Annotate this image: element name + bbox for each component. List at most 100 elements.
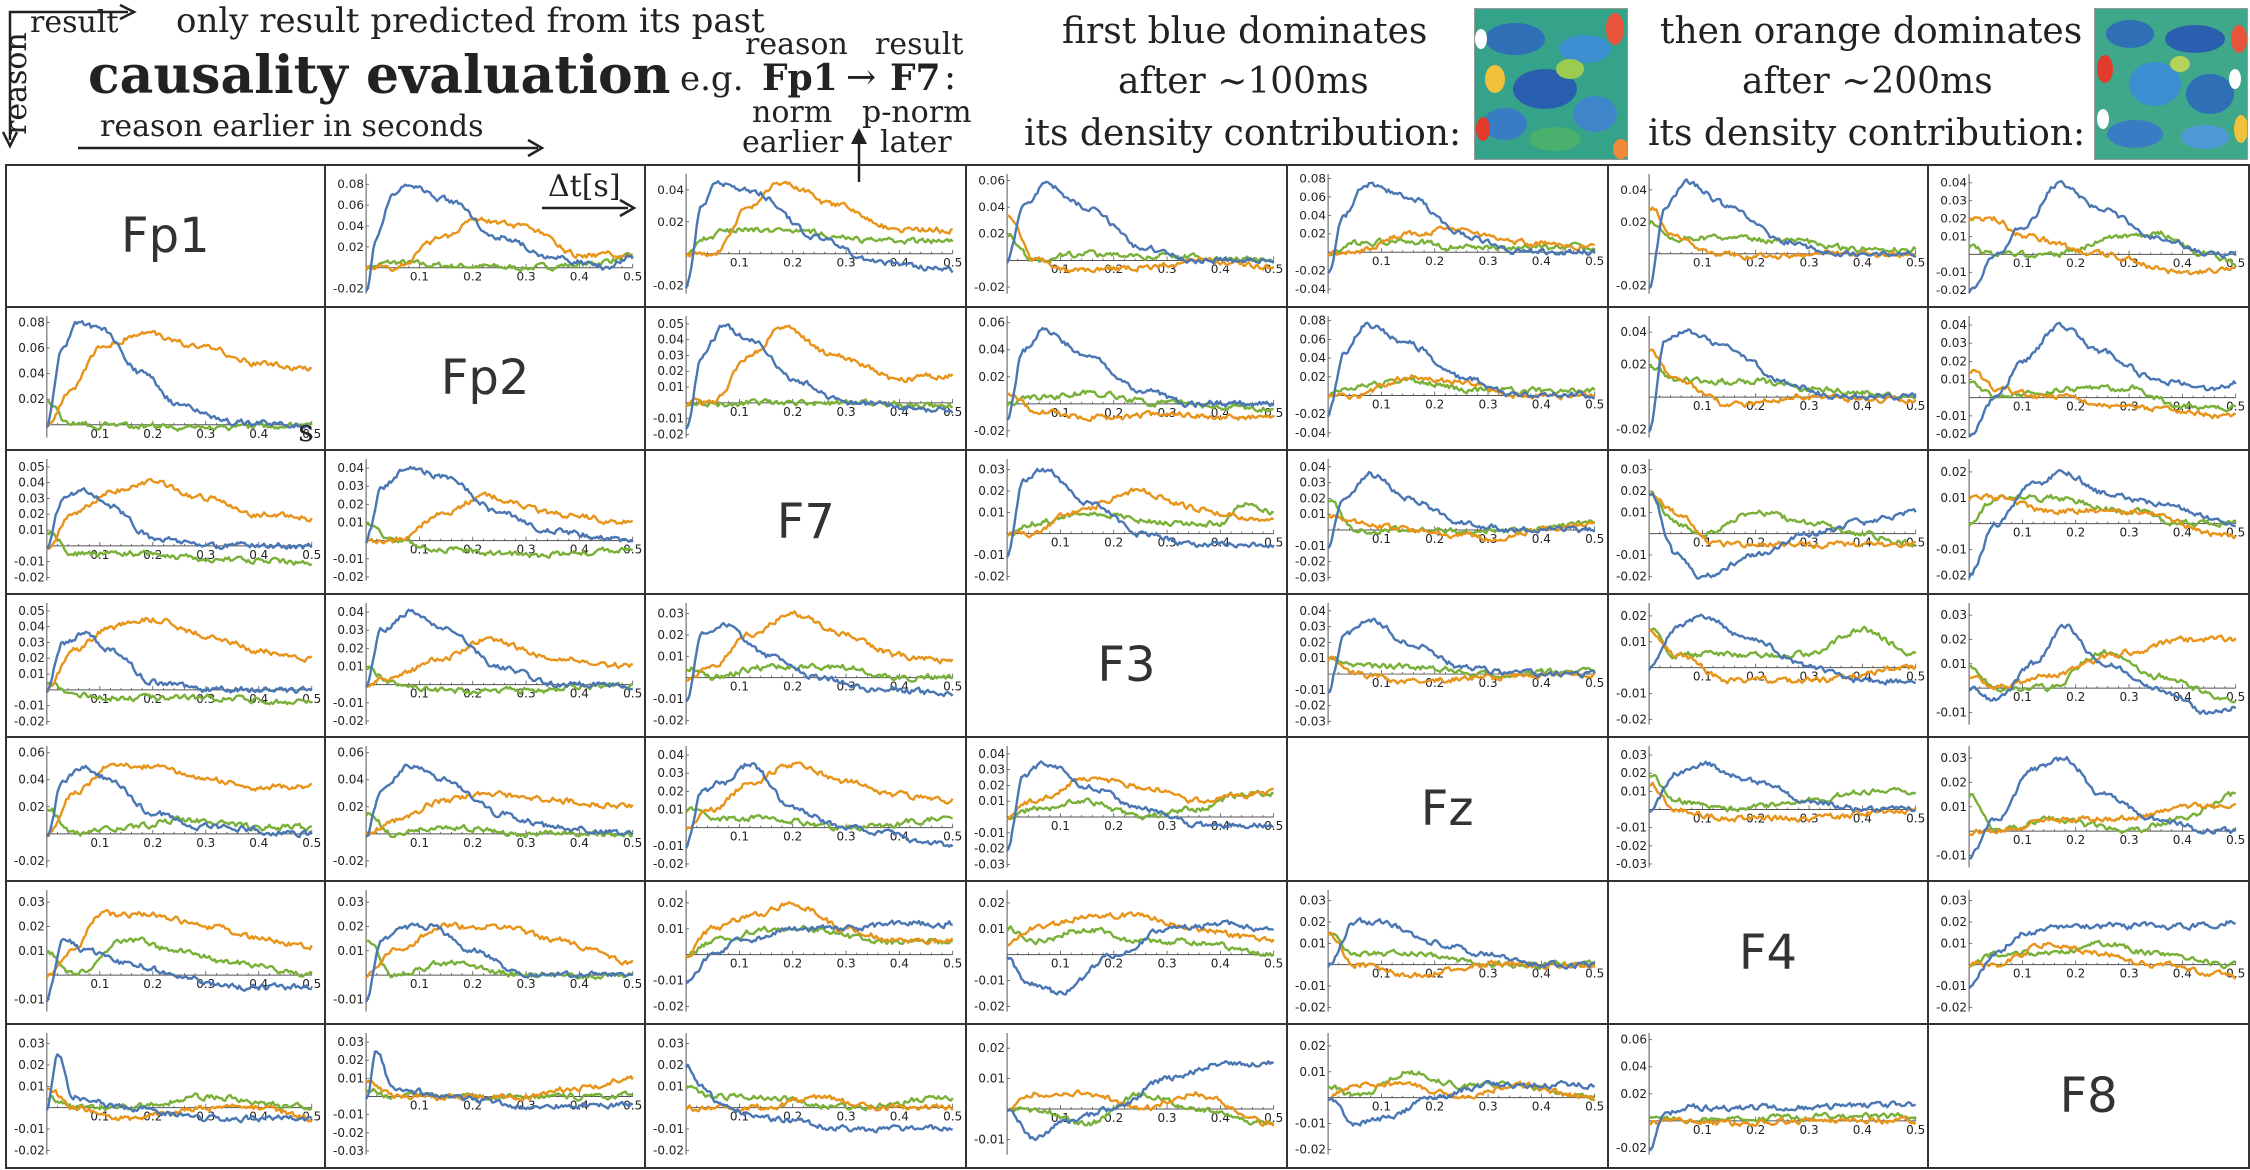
y-tick-label: 0.04 xyxy=(978,200,1005,214)
y-tick-label: 0.02 xyxy=(337,919,364,933)
series-line-orange xyxy=(1968,492,2237,540)
series-line-orange xyxy=(365,921,634,979)
cell-5-1: 0.1 0.2 0.3 0.4 0.5 0.03 0.02 0.01 -0.01 xyxy=(325,881,647,1026)
y-tick-label: 0.03 xyxy=(978,463,1005,477)
cell-5-0: 0.1 0.2 0.3 0.4 0.5 0.03 0.02 0.01 -0.01 xyxy=(5,881,326,1026)
x-tick-label: 0.3 xyxy=(1478,1100,1497,1114)
series-line-orange xyxy=(1006,487,1275,539)
series-line-orange xyxy=(364,216,633,273)
x-tick-label: 0.4 xyxy=(570,836,589,850)
y-tick-label: 0.03 xyxy=(658,767,685,781)
y-tick-label: 0.02 xyxy=(1620,609,1647,623)
x-tick-label: 0.3 xyxy=(1478,397,1497,411)
x-tick-label: 0.4 xyxy=(249,836,268,850)
channel-label-fp1: Fp1 xyxy=(121,207,210,264)
series-line-orange xyxy=(1968,634,2237,691)
series-line-orange xyxy=(1327,1080,1596,1103)
y-tick-label: 0.04 xyxy=(1941,318,1968,332)
page-title: causality evaluation xyxy=(88,45,671,106)
x-tick-label: 0.2 xyxy=(2066,256,2085,270)
y-tick-label: 0.04 xyxy=(337,219,364,233)
x-tick-label: 0.2 xyxy=(143,977,162,991)
y-tick-label: 0.02 xyxy=(658,364,685,378)
y-tick-label: -0.01 xyxy=(14,1122,45,1136)
x-tick-label: 0.5 xyxy=(623,270,642,284)
y-tick-label: -0.03 xyxy=(1616,857,1647,871)
x-tick-label: 0.1 xyxy=(410,686,429,700)
y-tick-label: -0.02 xyxy=(14,854,45,868)
x-tick-label: 0.4 xyxy=(570,270,589,284)
cell-1-1: Fp2 xyxy=(325,307,647,452)
y-tick-label: 0.02 xyxy=(1941,915,1968,929)
y-tick-label: -0.01 xyxy=(1616,548,1647,562)
x-tick-label: 0.5 xyxy=(1264,957,1283,971)
x-tick-label: 0.1 xyxy=(90,977,109,991)
example-pointer-arrow xyxy=(851,128,867,182)
x-tick-label: 0.2 xyxy=(2066,526,2085,540)
panel-3-2: 0.1 0.2 0.3 0.4 0.50.030.020.01-0.01-0.02 xyxy=(653,602,963,727)
y-tick-label: -0.02 xyxy=(974,423,1005,437)
series-line-blue xyxy=(1648,760,1916,814)
cell-3-0: 0.1 0.2 0.3 0.4 0.5 0.05 0.04 0.03 0.02 0.01 -0.01… xyxy=(5,594,326,739)
series-line-blue xyxy=(364,1050,634,1111)
y-tick-label: 0.01 xyxy=(1941,372,1968,386)
channel-label-fp2: Fp2 xyxy=(440,350,530,407)
y-tick-label: -0.02 xyxy=(653,279,684,293)
series-line-green xyxy=(365,939,633,980)
x-tick-label: 0.3 xyxy=(837,1110,856,1124)
series-line-blue xyxy=(1968,179,2238,294)
cell-0-0: Fp1 xyxy=(5,164,326,308)
y-tick-label: -0.02 xyxy=(1936,569,1967,583)
x-tick-label: 0.3 xyxy=(1799,256,1818,270)
y-tick-label: 0.02 xyxy=(1299,915,1326,929)
x-tick-label: 0.4 xyxy=(890,957,909,971)
series-line-blue xyxy=(45,319,313,430)
x-tick-label: 0.1 xyxy=(1692,536,1711,550)
y-tick-label: -0.01 xyxy=(974,548,1005,562)
cell-4-4: Fz xyxy=(1287,738,1609,882)
cell-2-6: 0.1 0.2 0.3 0.4 0.5 0.02 0.01 -0.01 -0.02 xyxy=(1929,451,2250,595)
y-tick-label: 0.02 xyxy=(1941,212,1968,226)
series-line-orange xyxy=(1647,628,1917,685)
cell-0-1: 0.1 0.2 0.3 0.4 0.5 0.08 0.06 0.04 0.02 -0.02 xyxy=(325,164,647,308)
y-tick-label: 0.06 xyxy=(337,746,364,760)
y-tick-label: 0.02 xyxy=(978,1042,1005,1056)
y-tick-label: -0.01 xyxy=(974,973,1005,987)
series-line-blue xyxy=(365,763,634,838)
series-line-green xyxy=(1968,791,2237,835)
cell-5-6: 0.1 0.2 0.3 0.4 0.5 0.03 0.02 0.01 -0.01 -0.02 xyxy=(1929,881,2250,1026)
x-tick-label: 0.1 xyxy=(730,830,749,844)
y-tick-label: 0.05 xyxy=(18,604,45,618)
x-tick-label: 0.5 xyxy=(623,836,642,850)
x-tick-label: 0.1 xyxy=(1692,1123,1711,1137)
x-tick-label: 0.1 xyxy=(2013,690,2032,704)
y-tick-label: 0.01 xyxy=(337,944,364,958)
series-line-blue xyxy=(1326,321,1596,417)
reason-arrowhead xyxy=(1,131,19,149)
series-line-blue xyxy=(1006,760,1275,852)
y-tick-label: -0.02 xyxy=(1295,1000,1326,1014)
y-tick-label: 0.02 xyxy=(1299,1039,1326,1053)
y-tick-label: 0.04 xyxy=(658,332,685,346)
x-tick-label: 0.5 xyxy=(623,1099,642,1113)
y-tick-label: 0.01 xyxy=(978,795,1005,809)
y-tick-label: 0.01 xyxy=(1941,936,1968,950)
y-tick-label: 0.03 xyxy=(18,1037,45,1051)
series-line-green xyxy=(1327,499,1595,536)
series-line-blue xyxy=(45,764,313,839)
x-tick-label: 0.2 xyxy=(1425,254,1444,268)
x-tick-label: 0.5 xyxy=(302,836,321,850)
cell-2-3: 0.1 0.2 0.3 0.4 0.5 0.03 0.02 0.01 -0.01 -0.02 xyxy=(967,451,1288,595)
x-tick-label: 0.5 xyxy=(1906,812,1925,826)
y-tick-label: 0.04 xyxy=(658,183,685,197)
panel-1-2: 0.1 0.2 0.3 0.4 0.50.050.040.030.020.01-0.01… xyxy=(653,315,963,441)
y-tick-label: 0.04 xyxy=(658,748,685,762)
y-tick-label: 0.06 xyxy=(1299,332,1326,346)
y-tick-label: -0.01 xyxy=(1616,686,1647,700)
series-line-blue xyxy=(1968,321,2237,438)
y-tick-label: -0.03 xyxy=(1295,714,1326,728)
y-tick-label: 0.01 xyxy=(1299,507,1326,521)
x-tick-label: 0.5 xyxy=(944,1110,963,1124)
panel-6-3: 0.1 0.2 0.3 0.4 0.50.020.01-0.01 xyxy=(974,1033,1283,1156)
y-tick-label: 0.02 xyxy=(337,1054,364,1068)
